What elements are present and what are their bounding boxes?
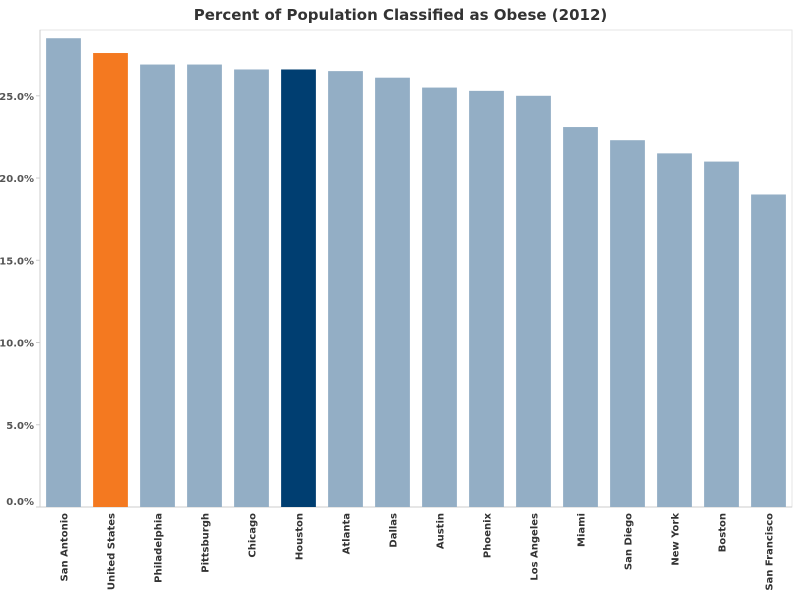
- x-category-label: Boston: [718, 513, 729, 552]
- bar-united-states: [93, 53, 128, 507]
- y-tick-label: 10.0%: [0, 339, 34, 350]
- bar-philadelphia: [140, 64, 175, 507]
- bar-boston: [704, 161, 739, 507]
- x-category-label: Pittsburgh: [201, 513, 212, 573]
- chart-title: Percent of Population Classified as Obes…: [193, 6, 608, 24]
- bar-miami: [563, 127, 598, 507]
- x-category-label: Los Angeles: [530, 513, 541, 581]
- bar-new-york: [657, 153, 692, 508]
- x-category-label: Houston: [295, 513, 306, 560]
- x-category-label: Philadelphia: [154, 513, 165, 583]
- x-category-label: San Francisco: [765, 513, 776, 591]
- bars-layer: [46, 38, 786, 508]
- bar-phoenix: [469, 90, 504, 508]
- bar-san-diego: [610, 140, 645, 508]
- bar-san-antonio: [46, 38, 81, 508]
- x-category-label: Austin: [436, 513, 447, 549]
- x-category-label: Chicago: [248, 513, 259, 558]
- y-tick-label: 15.0%: [0, 256, 34, 267]
- y-tick-labels: 0.0% 5.0% 10.0% 15.0% 20.0% 25.0%: [0, 92, 40, 508]
- x-category-label: United States: [107, 513, 118, 590]
- bar-atlanta: [328, 71, 363, 507]
- x-category-label: San Antonio: [60, 513, 71, 582]
- bar-chicago: [234, 69, 269, 507]
- x-category-label: Miami: [577, 513, 588, 547]
- y-tick-label: 25.0%: [0, 92, 34, 103]
- bar-los-angeles: [516, 95, 551, 508]
- bar-dallas: [375, 77, 410, 507]
- y-tick-label: 5.0%: [6, 421, 34, 432]
- bar-houston: [281, 69, 316, 507]
- x-category-label: Phoenix: [483, 512, 494, 558]
- x-category-label: Atlanta: [342, 513, 353, 554]
- y-tick-label: 20.0%: [0, 174, 34, 185]
- x-category-label: Dallas: [389, 513, 400, 548]
- x-category-label: New York: [671, 513, 682, 566]
- y-tick-label: 0.0%: [6, 497, 34, 508]
- bar-pittsburgh: [187, 64, 222, 507]
- x-category-labels: San Antonio United States Philadelphia Pitt…: [60, 512, 776, 590]
- x-category-label: San Diego: [624, 513, 635, 570]
- bar-san-francisco: [751, 194, 786, 507]
- bar-austin: [422, 87, 457, 507]
